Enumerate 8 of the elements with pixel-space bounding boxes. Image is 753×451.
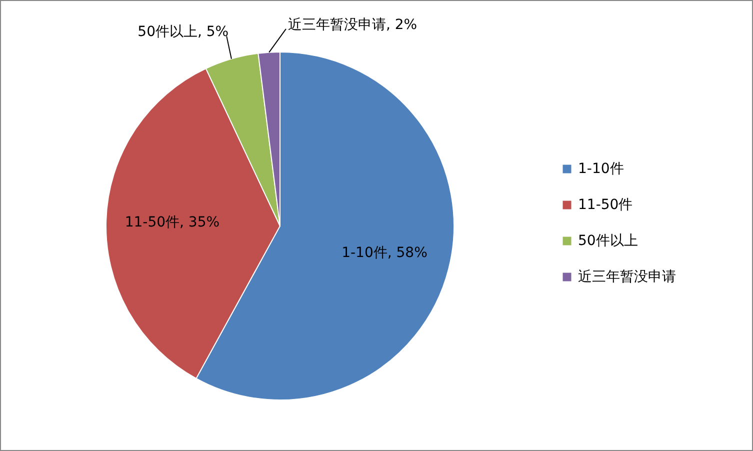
data-label: 11-50件, 35% [124,214,220,231]
legend-label: 50件以上 [578,233,638,249]
legend-label: 近三年暂没申请 [578,269,676,285]
legend-label: 11-50件 [578,197,633,213]
legend-label: 1-10件 [578,161,624,177]
data-label: 50件以上, 5% [138,24,229,40]
data-label: 1-10件, 58% [342,244,428,261]
data-label: 近三年暂没申请, 2% [288,16,418,33]
